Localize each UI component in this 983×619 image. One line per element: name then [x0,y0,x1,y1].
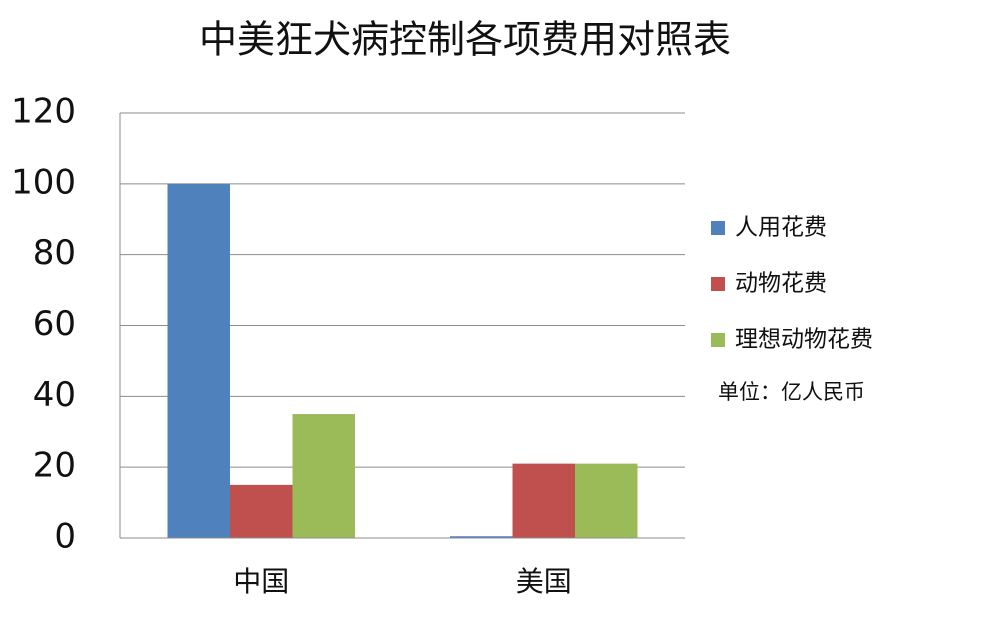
x-tick-label: 中国 [233,565,289,598]
bar [230,484,293,538]
bar [167,183,230,539]
bar [575,463,638,538]
y-tick-label: 0 [54,517,76,557]
y-tick-label: 60 [33,304,76,344]
y-tick-label: 100 [11,162,76,202]
bar [512,463,575,538]
legend-swatch [711,333,725,347]
legend-label: 人用花费 [735,215,827,241]
y-tick-label: 40 [33,375,76,415]
y-tick-label: 120 [11,92,76,132]
annotation: 单位：亿人民币 [718,380,865,404]
chart-title: 中美狂犬病控制各项费用对照表 [199,18,731,62]
y-tick-label: 20 [33,446,76,486]
legend-swatch [711,221,725,235]
bar [292,414,355,538]
y-tick-label: 80 [33,233,76,273]
legend-label: 理想动物花费 [735,327,873,353]
legend-swatch [711,277,725,291]
legend-label: 动物花费 [735,271,827,297]
x-tick-label: 美国 [516,565,572,598]
bar [450,536,513,538]
